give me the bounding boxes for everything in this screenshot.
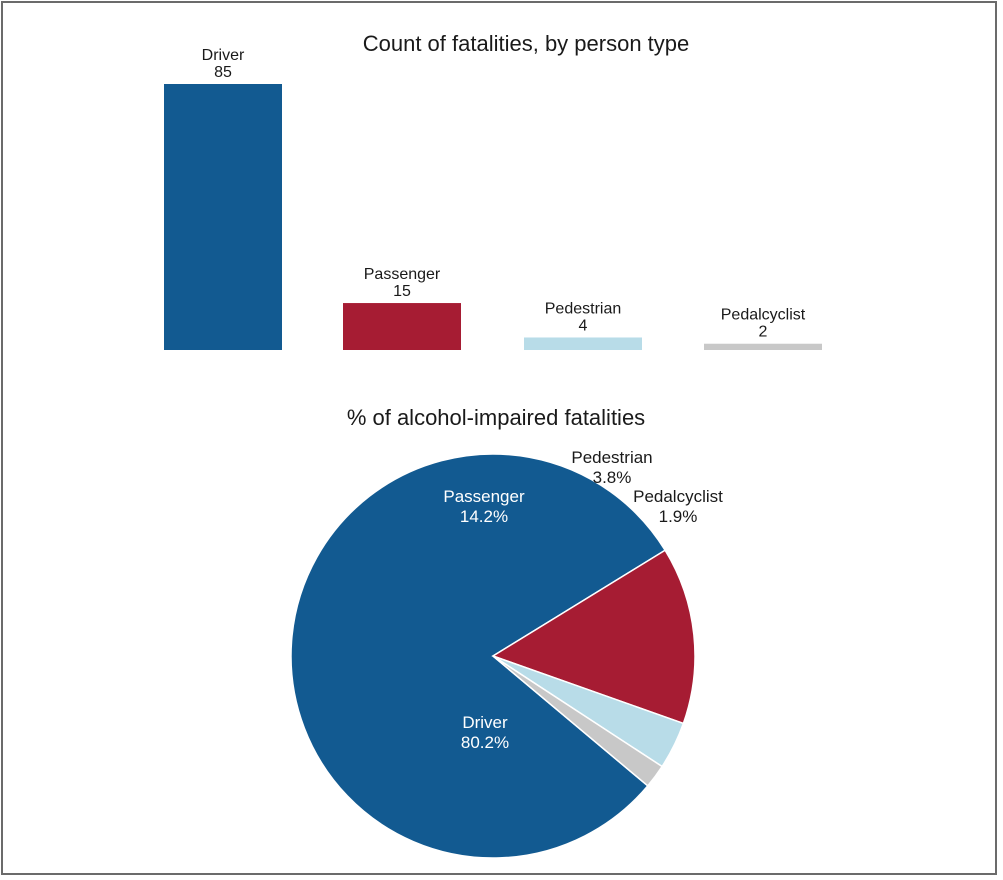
bar-category-label-pedalcyclist: Pedalcyclist [721, 307, 806, 324]
pie-category-label-driver: Driver [462, 713, 508, 732]
pie-slice-passenger [491, 549, 696, 725]
pie-value-label-pedestrian: 3.8% [593, 468, 632, 487]
bar-value-label-passenger: 15 [393, 283, 411, 300]
pie-slice-pedalcyclist [492, 655, 664, 787]
pie-value-label-passenger: 14.2% [460, 507, 508, 526]
pie-value-label-pedalcyclist: 1.9% [659, 507, 698, 526]
bar-pedestrian [524, 337, 642, 350]
bar-value-label-pedalcyclist: 2 [759, 324, 768, 341]
pie-category-label-passenger: Passenger [443, 487, 525, 506]
pie-slice-driver [290, 453, 667, 859]
pie-chart-title: % of alcohol-impaired fatalities [347, 405, 645, 430]
bar-category-label-driver: Driver [202, 47, 245, 64]
bar-category-label-passenger: Passenger [364, 266, 441, 283]
pie-value-label-driver: 80.2% [461, 733, 509, 752]
pie-category-label-pedalcyclist: Pedalcyclist [633, 487, 723, 506]
bar-pedalcyclist [704, 343, 822, 350]
bar-driver [164, 84, 282, 350]
bar-value-label-pedestrian: 4 [579, 317, 588, 334]
bar-passenger [343, 303, 461, 350]
bar-chart-title: Count of fatalities, by person type [363, 31, 690, 56]
pie-category-label-pedestrian: Pedestrian [571, 448, 652, 467]
bar-value-label-driver: 85 [214, 64, 232, 81]
bar-category-label-pedestrian: Pedestrian [545, 300, 622, 317]
